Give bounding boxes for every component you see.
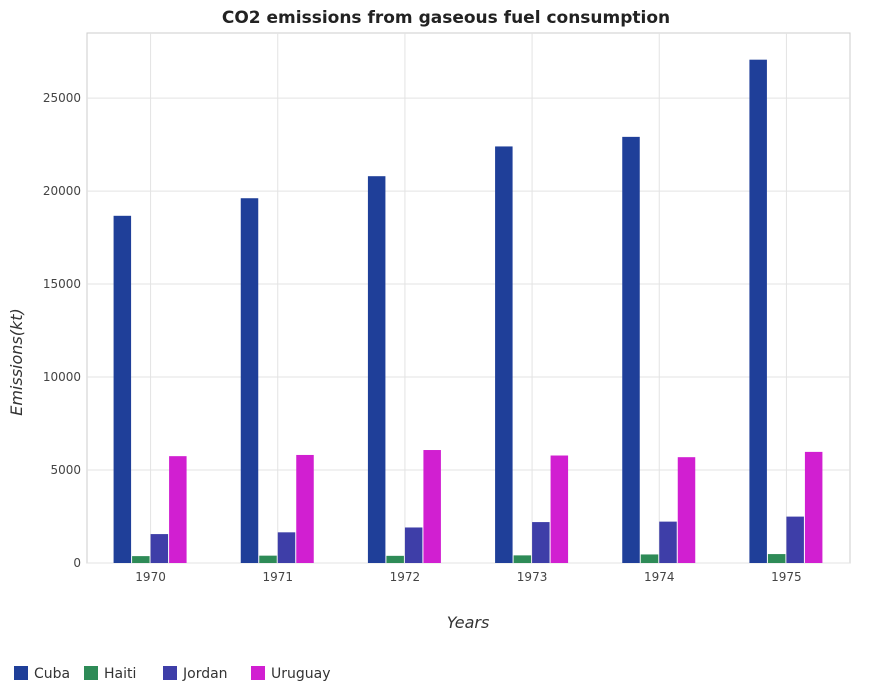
grid-lines <box>86 32 851 564</box>
bar-uruguay-1970 <box>169 456 187 563</box>
bar-haiti-1971 <box>259 555 277 563</box>
bar-cuba-1975 <box>749 59 767 563</box>
legend-swatch-haiti <box>84 666 98 680</box>
bar-haiti-1970 <box>132 556 150 563</box>
bar-cuba-1972 <box>367 176 386 563</box>
legend-swatch-cuba <box>14 666 28 680</box>
bar-jordan-1972 <box>404 527 423 563</box>
bar-cuba-1973 <box>495 146 513 563</box>
legend-label-haiti: Haiti <box>104 666 136 682</box>
bar-haiti-1973 <box>513 555 532 563</box>
legend-swatch-jordan <box>163 666 177 680</box>
x-tick-label: 1975 <box>771 570 802 584</box>
y-tick-label: 0 <box>73 556 81 570</box>
x-tick-label: 1972 <box>390 570 421 584</box>
bar-jordan-1975 <box>786 516 804 563</box>
y-tick-label: 25000 <box>43 91 81 105</box>
bar-cuba-1970 <box>113 215 132 563</box>
x-axis-label: Years <box>447 613 490 632</box>
y-tick-label: 20000 <box>43 184 81 198</box>
bars-layer <box>113 59 823 564</box>
legend: Cuba Haiti Jordan Uruguay <box>14 666 331 682</box>
y-tick-label: 10000 <box>43 370 81 384</box>
bar-jordan-1971 <box>277 532 296 563</box>
bar-jordan-1970 <box>150 534 169 563</box>
bar-jordan-1974 <box>659 521 677 563</box>
x-tick-label: 1971 <box>262 570 293 584</box>
bar-cuba-1971 <box>240 198 259 563</box>
x-tick-label: 1970 <box>135 570 166 584</box>
bar-haiti-1974 <box>640 554 659 563</box>
bar-uruguay-1974 <box>677 457 696 563</box>
bar-uruguay-1971 <box>296 454 314 563</box>
bar-uruguay-1972 <box>423 450 441 563</box>
legend-label-cuba: Cuba <box>34 666 70 682</box>
chart-title: CO2 emissions from gaseous fuel consumpt… <box>221 8 671 28</box>
bar-haiti-1975 <box>767 554 786 563</box>
legend-label-jordan: Jordan <box>182 666 228 682</box>
plot-frame <box>86 32 851 564</box>
y-tick-label: 5000 <box>50 463 81 477</box>
y-tick-label: 15000 <box>43 277 81 291</box>
legend-swatch-uruguay <box>251 666 265 680</box>
x-tick-label: 1973 <box>517 570 548 584</box>
bar-cuba-1974 <box>622 136 640 564</box>
bar-haiti-1972 <box>386 555 404 563</box>
bar-uruguay-1975 <box>804 451 823 563</box>
y-axis-label: Emissions(kt) <box>7 308 26 416</box>
axes-layer: 0 5000 10000 15000 20000 25000 1970 1971 1972 197… <box>43 91 802 584</box>
legend-label-uruguay: Uruguay <box>271 666 331 682</box>
bar-uruguay-1973 <box>550 455 569 563</box>
bar-jordan-1973 <box>532 522 550 563</box>
x-tick-label: 1974 <box>644 570 675 584</box>
